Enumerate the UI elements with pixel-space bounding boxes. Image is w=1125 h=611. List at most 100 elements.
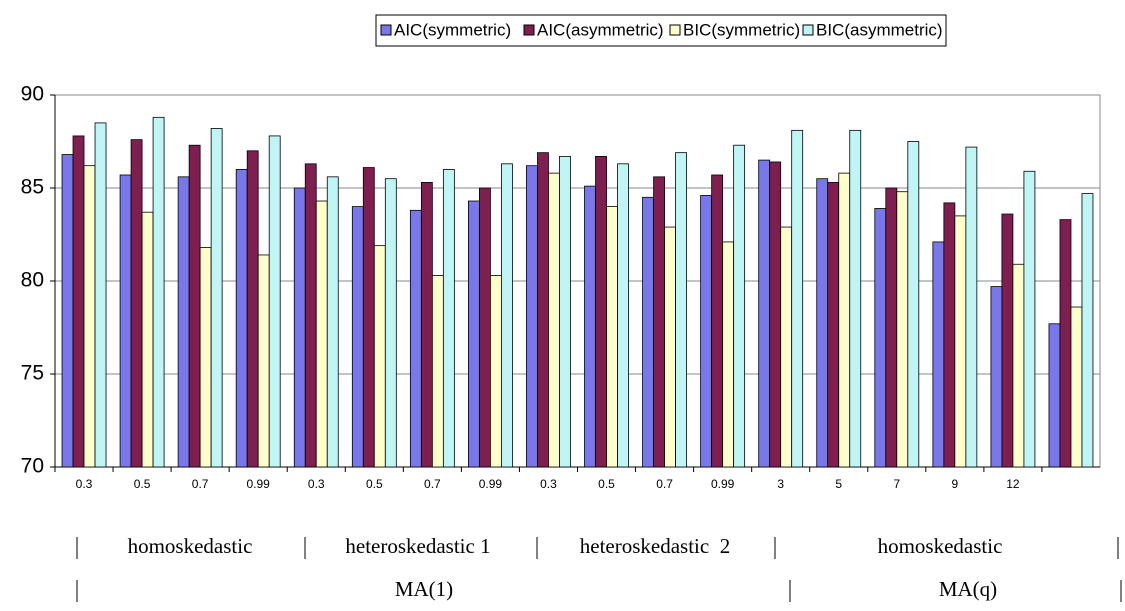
bar — [722, 241, 735, 468]
bar — [501, 163, 513, 468]
bar — [642, 196, 654, 468]
bar — [351, 206, 364, 468]
x-tick-label: 0.99 — [247, 477, 271, 491]
bar — [606, 206, 618, 468]
bar — [711, 174, 724, 468]
bar — [849, 129, 862, 468]
bar — [885, 187, 898, 468]
bar — [896, 191, 909, 468]
x-tick-label: 0.7 — [424, 477, 441, 491]
bar — [468, 200, 480, 468]
x-tick-label: 9 — [952, 477, 959, 491]
legend-swatch — [523, 24, 535, 36]
bar — [675, 152, 687, 468]
bar — [373, 245, 386, 468]
x-tick-label: 0.7 — [656, 477, 673, 491]
bar — [758, 159, 771, 468]
bar — [188, 144, 201, 468]
legend-label: AIC(asymmetric) — [537, 20, 664, 39]
x-tick-label: 0.3 — [76, 477, 93, 491]
legend-label: BIC(asymmetric) — [816, 20, 943, 39]
legend-swatch — [669, 24, 681, 36]
x-tick-label: 0.99 — [479, 477, 503, 491]
bar — [130, 139, 143, 468]
x-tick-label: 0.3 — [308, 477, 325, 491]
group-label: MA(q) — [939, 577, 997, 601]
bar — [1023, 170, 1036, 468]
bar — [733, 144, 746, 468]
bar — [954, 215, 967, 468]
y-tick-label: 75 — [21, 362, 44, 385]
bar — [152, 116, 165, 468]
legend-box — [375, 14, 947, 47]
bar — [559, 155, 571, 468]
bar — [268, 135, 281, 468]
bar — [257, 254, 270, 468]
bar — [990, 286, 1003, 468]
legend-swatch — [802, 24, 814, 36]
y-tick-label: 90 — [21, 83, 44, 106]
bar — [141, 211, 154, 468]
bar — [664, 226, 676, 468]
bar — [119, 174, 132, 468]
bar — [907, 141, 920, 468]
x-tick-label: 12 — [1006, 477, 1020, 491]
bar — [769, 161, 782, 468]
bar — [1012, 263, 1025, 468]
bar — [780, 226, 793, 468]
bar — [965, 146, 978, 468]
group-label: homoskedastic — [128, 534, 253, 558]
bar — [94, 122, 107, 468]
x-tick-label: 0.7 — [192, 477, 209, 491]
bar — [791, 129, 804, 468]
x-tick-label: 0.3 — [540, 477, 557, 491]
group-label: heteroskedastic 1 — [345, 534, 490, 558]
y-tick-label: 70 — [21, 455, 44, 478]
x-tick-label: 0.5 — [598, 477, 615, 491]
bar — [61, 154, 74, 468]
bar — [199, 247, 212, 468]
bar — [479, 187, 491, 468]
bar — [210, 128, 223, 468]
bar — [326, 176, 339, 468]
bar — [816, 178, 829, 468]
bar — [584, 185, 596, 468]
bar — [304, 163, 317, 468]
group-label: MA(1) — [395, 577, 453, 601]
bar — [83, 165, 96, 468]
bar — [874, 208, 887, 468]
bar — [235, 168, 248, 468]
bar — [362, 167, 375, 468]
bar — [526, 165, 538, 468]
bar — [700, 195, 713, 468]
bar — [431, 275, 444, 468]
group-label: heteroskedastic 2 — [580, 534, 730, 558]
bar — [490, 275, 502, 468]
bar — [177, 176, 190, 468]
legend-swatch — [380, 24, 392, 36]
bar — [409, 209, 422, 468]
x-tick-label: 3 — [777, 477, 784, 491]
x-tick-label: 5 — [835, 477, 842, 491]
bar — [1081, 193, 1094, 468]
bar — [384, 178, 397, 468]
bar — [595, 155, 607, 468]
y-tick-label: 80 — [21, 269, 44, 292]
bar — [1070, 306, 1083, 468]
bar — [315, 200, 328, 468]
bar — [653, 176, 665, 468]
bar — [293, 187, 306, 468]
bar — [442, 168, 455, 468]
bar — [548, 172, 560, 468]
group-label: homoskedastic — [878, 534, 1003, 558]
bar — [617, 163, 629, 468]
x-tick-label: 0.99 — [711, 477, 735, 491]
bar — [420, 182, 433, 468]
bar — [1001, 213, 1014, 468]
bar — [246, 150, 259, 468]
bar — [72, 135, 85, 468]
x-tick-label: 0.5 — [134, 477, 151, 491]
bar — [827, 182, 840, 468]
legend-label: BIC(symmetric) — [683, 20, 800, 39]
bar — [838, 172, 851, 468]
